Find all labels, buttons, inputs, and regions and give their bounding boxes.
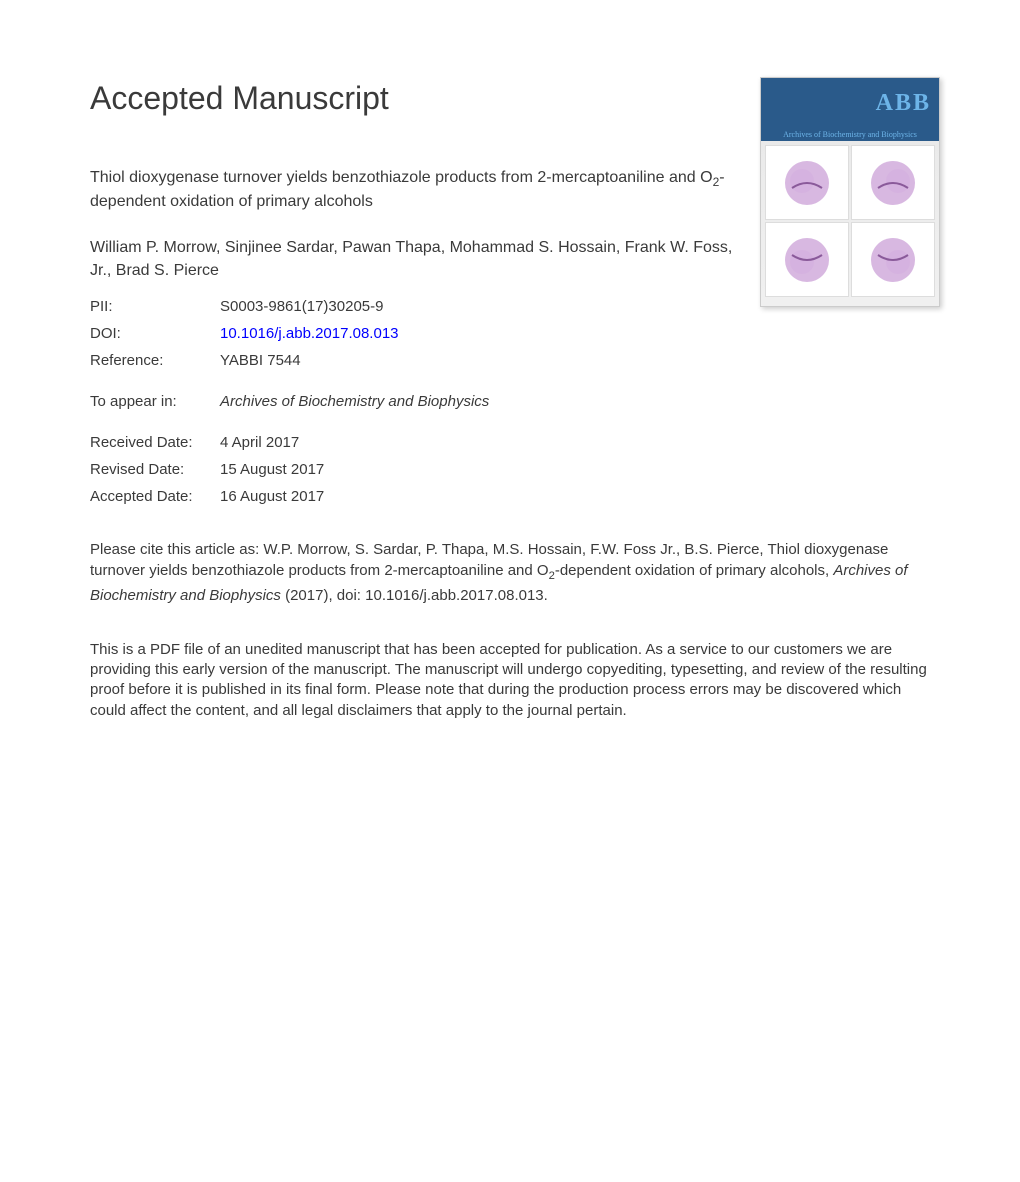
meta-value-pii: S0003-9861(17)30205-9 [220, 298, 383, 315]
article-title-text-1: Thiol dioxygenase turnover yields benzot… [90, 169, 696, 186]
cover-cell [851, 222, 935, 297]
spacer [90, 420, 930, 434]
meta-row-revised: Revised Date: 15 August 2017 [90, 461, 930, 478]
meta-label: PII: [90, 298, 220, 315]
meta-label: Reference: [90, 352, 220, 369]
meta-row-appear: To appear in: Archives of Biochemistry a… [90, 393, 930, 410]
meta-row-reference: Reference: YABBI 7544 [90, 352, 930, 369]
meta-value-received-date: 4 April 2017 [220, 434, 299, 451]
article-title: Thiol dioxygenase turnover yields benzot… [90, 167, 750, 213]
metadata-table: PII: S0003-9861(17)30205-9 DOI: 10.1016/… [90, 298, 930, 505]
disclaimer-text: This is a PDF file of an unedited manusc… [90, 640, 930, 721]
meta-label: DOI: [90, 325, 220, 342]
meta-value-revised-date: 15 August 2017 [220, 461, 324, 478]
cover-cell [765, 145, 849, 220]
cover-cell [765, 222, 849, 297]
meta-row-accepted: Accepted Date: 16 August 2017 [90, 488, 930, 505]
meta-label: Revised Date: [90, 461, 220, 478]
doi-link[interactable]: 10.1016/j.abb.2017.08.013 [220, 325, 399, 342]
meta-value-reference: YABBI 7544 [220, 352, 301, 369]
meta-label: Accepted Date: [90, 488, 220, 505]
citation-text: Please cite this article as: W.P. Morrow… [90, 539, 930, 606]
article-title-text-2: O [700, 169, 712, 186]
meta-value-journal: Archives of Biochemistry and Biophysics [220, 393, 489, 410]
cover-image-grid [761, 141, 939, 301]
citation-part-2: -dependent oxidation of primary alcohols… [555, 562, 834, 579]
meta-label: Received Date: [90, 434, 220, 451]
cover-cell [851, 145, 935, 220]
meta-row-doi: DOI: 10.1016/j.abb.2017.08.013 [90, 325, 930, 342]
meta-label: To appear in: [90, 393, 220, 410]
authors-list: William P. Morrow, Sinjinee Sardar, Pawa… [90, 237, 750, 282]
cover-header: ABB [761, 78, 939, 128]
cover-subtitle: Archives of Biochemistry and Biophysics [761, 128, 939, 141]
meta-row-received: Received Date: 4 April 2017 [90, 434, 930, 451]
citation-part-3: (2017), doi: 10.1016/j.abb.2017.08.013. [281, 587, 548, 604]
journal-cover-thumbnail: ABB Archives of Biochemistry and Biophys… [760, 77, 940, 307]
cover-logo: ABB [876, 90, 931, 117]
spacer [90, 379, 930, 393]
meta-value-accepted-date: 16 August 2017 [220, 488, 324, 505]
content-wrapper: ABB Archives of Biochemistry and Biophys… [90, 167, 930, 721]
